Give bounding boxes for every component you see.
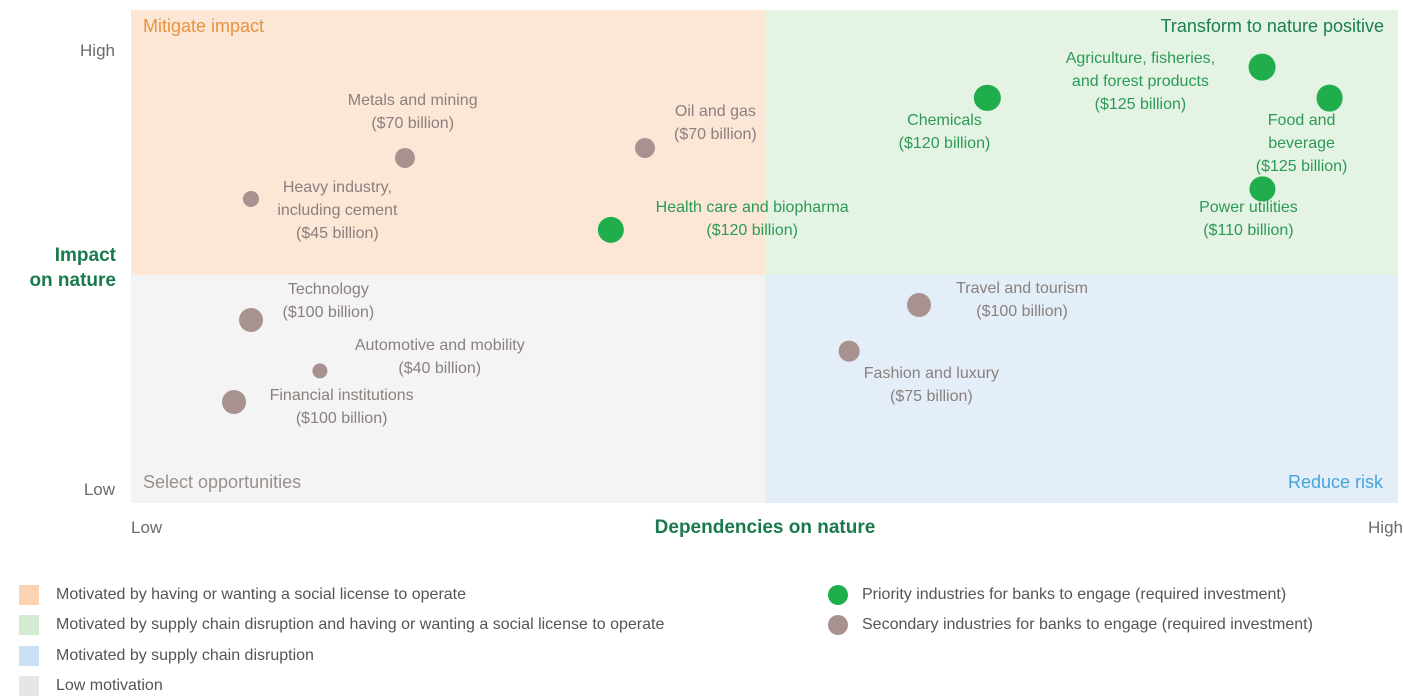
data-point <box>243 191 260 208</box>
data-point <box>1249 176 1275 202</box>
x-axis-title: Dependencies on nature <box>654 517 876 538</box>
data-point <box>838 340 860 362</box>
point-label: Agriculture, fisheries, and forest produ… <box>1066 47 1215 116</box>
point-label: Chemicals ($120 billion) <box>899 109 991 155</box>
point-name: Heavy industry, including cement <box>277 179 398 220</box>
point-label: Health care and biopharma ($120 billion) <box>656 196 849 242</box>
quadrant <box>131 10 765 275</box>
point-size-label: ($100 billion) <box>282 303 375 321</box>
point-name: Food and beverage <box>1267 112 1336 153</box>
point-name: Metals and mining <box>347 91 478 109</box>
point-name: Financial institutions <box>269 386 414 404</box>
point-size-label: ($40 billion) <box>398 360 482 378</box>
data-point <box>312 363 328 379</box>
point-name: Agriculture, fisheries, and forest produ… <box>1065 49 1216 90</box>
quadrant-label: Transform to nature positive <box>1160 16 1384 36</box>
point-size-label: ($125 billion) <box>1094 95 1187 113</box>
legend-label: Motivated by supply chain disruption and… <box>56 616 665 633</box>
point-label: Financial institutions ($100 billion) <box>270 384 414 430</box>
data-point <box>239 307 264 332</box>
point-size-label: ($100 billion) <box>976 302 1068 320</box>
point-size-label: ($120 billion) <box>898 135 991 153</box>
point-size-label: ($110 billion) <box>1203 221 1294 239</box>
data-point <box>1316 84 1343 112</box>
quadrant <box>765 10 1398 275</box>
point-size-label: ($120 billion) <box>706 221 798 239</box>
legend-label: Secondary industries for banks to engage… <box>862 616 1313 633</box>
y-tick-label: High <box>80 41 115 60</box>
quadrant <box>131 275 765 503</box>
point-label: Food and beverage ($125 billion) <box>1251 109 1352 178</box>
data-point <box>907 292 932 317</box>
x-tick-label: High <box>1368 518 1403 537</box>
legend-label: Motivated by supply chain disruption <box>56 647 314 664</box>
point-label: Travel and tourism ($100 billion) <box>956 277 1088 323</box>
point-name: Automotive and mobility <box>354 337 525 355</box>
point-name: Travel and tourism <box>956 279 1089 297</box>
point-label: Power utilities ($110 billion) <box>1199 196 1298 242</box>
point-size-label: ($125 billion) <box>1255 158 1348 176</box>
data-point <box>974 84 1001 112</box>
y-tick-label: Low <box>83 480 115 499</box>
point-name: Oil and gas <box>674 103 756 121</box>
point-size-label: ($45 billion) <box>295 225 379 243</box>
point-size-label: ($100 billion) <box>295 409 388 427</box>
quadrant <box>765 275 1398 503</box>
point-name: Chemicals <box>907 112 982 130</box>
quadrant-label: Select opportunities <box>143 472 302 492</box>
point-size-label: ($70 billion) <box>674 126 757 144</box>
data-point <box>394 147 415 168</box>
point-label: Metals and mining ($70 billion) <box>348 89 478 135</box>
point-name: Health care and biopharma <box>655 198 849 216</box>
data-point <box>598 216 625 243</box>
legend-swatch <box>19 615 39 635</box>
point-label: Fashion and luxury ($75 billion) <box>864 362 999 408</box>
legend-label: Motivated by having or wanting a social … <box>56 586 467 603</box>
point-size-label: ($75 billion) <box>890 387 973 405</box>
y-axis-title: Impact on nature <box>29 245 116 291</box>
point-name: Power utilities <box>1199 198 1298 216</box>
x-tick-label: Low <box>131 518 163 537</box>
point-label: Technology ($100 billion) <box>283 278 375 324</box>
point-label: Automotive and mobility ($40 billion) <box>355 334 525 380</box>
point-label: Heavy industry, including cement ($45 bil… <box>277 176 397 245</box>
quadrant-label: Reduce risk <box>1287 472 1383 492</box>
legend-marker <box>828 585 848 605</box>
data-point <box>221 389 246 414</box>
legend-swatch <box>19 646 39 666</box>
legend-marker <box>828 615 848 635</box>
data-point <box>635 138 656 159</box>
quadrant-label: Mitigate impact <box>143 16 265 36</box>
point-size-label: ($70 billion) <box>371 114 455 132</box>
legend-swatch <box>19 585 39 605</box>
legend-swatch <box>19 676 39 696</box>
point-name: Technology <box>287 280 369 298</box>
legend-label: Low motivation <box>56 677 163 694</box>
data-point <box>1249 53 1276 81</box>
point-label: Oil and gas ($70 billion) <box>674 100 757 146</box>
point-name: Fashion and luxury <box>863 364 999 382</box>
legend-label: Priority industries for banks to engage … <box>862 586 1287 603</box>
